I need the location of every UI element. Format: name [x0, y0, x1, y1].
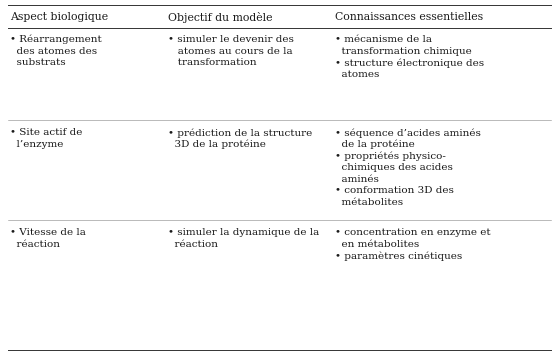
Text: • structure électronique des: • structure électronique des — [335, 58, 484, 68]
Text: • simuler le devenir des: • simuler le devenir des — [168, 35, 294, 44]
Text: • conformation 3D des: • conformation 3D des — [335, 186, 454, 195]
Text: • paramètres cinétiques: • paramètres cinétiques — [335, 251, 462, 261]
Text: 3D de la protéine: 3D de la protéine — [168, 140, 266, 149]
Text: substrats: substrats — [10, 58, 65, 67]
Text: réaction: réaction — [168, 240, 218, 248]
Text: • Réarrangement: • Réarrangement — [10, 35, 102, 44]
Text: des atomes des: des atomes des — [10, 47, 97, 56]
Text: atomes au cours de la: atomes au cours de la — [168, 47, 292, 56]
Text: • séquence d’acides aminés: • séquence d’acides aminés — [335, 128, 481, 137]
Text: métabolites: métabolites — [335, 198, 403, 207]
Text: • prédiction de la structure: • prédiction de la structure — [168, 128, 312, 137]
Text: de la protéine: de la protéine — [335, 140, 415, 149]
Text: • concentration en enzyme et: • concentration en enzyme et — [335, 228, 491, 237]
Text: • mécanisme de la: • mécanisme de la — [335, 35, 432, 44]
Text: atomes: atomes — [335, 70, 380, 79]
Text: • Site actif de: • Site actif de — [10, 128, 82, 137]
Text: Aspect biologique: Aspect biologique — [10, 12, 108, 22]
Text: Connaissances essentielles: Connaissances essentielles — [335, 12, 483, 22]
Text: • propriétés physico-: • propriétés physico- — [335, 151, 446, 161]
Text: aminés: aminés — [335, 175, 379, 184]
Text: transformation: transformation — [168, 58, 257, 67]
Text: • Vitesse de la: • Vitesse de la — [10, 228, 86, 237]
Text: chimiques des acides: chimiques des acides — [335, 163, 453, 172]
Text: transformation chimique: transformation chimique — [335, 47, 472, 56]
Text: • simuler la dynamique de la: • simuler la dynamique de la — [168, 228, 319, 237]
Text: en métabolites: en métabolites — [335, 240, 419, 248]
Text: réaction: réaction — [10, 240, 60, 248]
Text: l’enzyme: l’enzyme — [10, 140, 63, 149]
Text: Objectif du modèle: Objectif du modèle — [168, 12, 272, 23]
